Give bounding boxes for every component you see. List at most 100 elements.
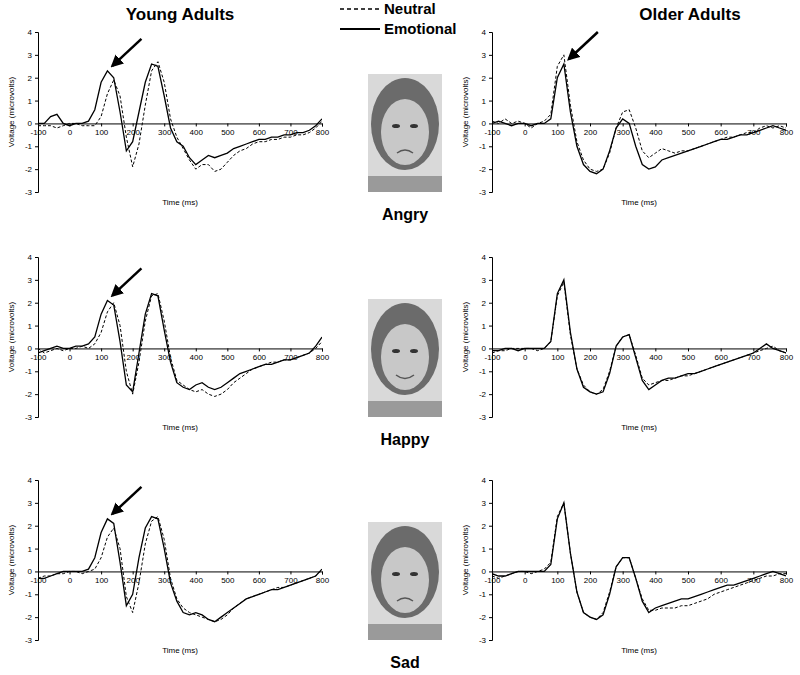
x-tick: 800 xyxy=(316,348,330,362)
tick-label: 100 xyxy=(551,576,565,585)
y-tick: 3 xyxy=(482,276,492,285)
tick-label: 0 xyxy=(523,353,528,362)
face-image xyxy=(368,74,442,192)
tick-label: 100 xyxy=(95,128,109,137)
tick-label: 400 xyxy=(649,128,663,137)
panel: -3-2-101234-1000100200300400500600700800… xyxy=(461,28,794,207)
tick-mark xyxy=(489,526,492,527)
y-axis-title: Voltage (microvolts) xyxy=(461,302,470,373)
tick-label: 1 xyxy=(482,545,487,554)
emotion-label: Sad xyxy=(390,654,419,671)
axis-line xyxy=(39,572,323,575)
tick-mark xyxy=(489,78,492,79)
tick-mark xyxy=(35,348,38,349)
plot-lines xyxy=(492,280,786,394)
tick-label: 600 xyxy=(253,353,267,362)
tick-mark xyxy=(489,169,492,170)
tick-mark xyxy=(35,503,38,504)
tick-mark xyxy=(227,348,228,351)
erp-line xyxy=(38,294,322,392)
y-tick: 3 xyxy=(28,51,38,60)
y-tick: -3 xyxy=(25,413,38,422)
axis-line xyxy=(489,481,493,641)
tick-mark xyxy=(35,640,38,641)
x-tick: 500 xyxy=(221,348,235,362)
tick-label: 300 xyxy=(616,353,630,362)
tick-label: 2 xyxy=(28,74,33,83)
x-axis: -1000100200300400500600700800 xyxy=(30,571,329,585)
tick-mark xyxy=(322,348,323,351)
face-image xyxy=(368,522,442,640)
figure: Young AdultsOlder AdultsAngryHappySad-3-… xyxy=(0,0,800,675)
axis-line xyxy=(489,33,493,193)
tick-mark xyxy=(164,571,165,574)
tick-mark xyxy=(227,123,228,126)
y-axis: -3-2-101234 xyxy=(479,28,493,197)
tick-mark xyxy=(655,348,656,351)
tick-mark xyxy=(489,146,492,147)
tick-label: 4 xyxy=(482,476,487,485)
axis-line xyxy=(39,124,323,127)
erp-line xyxy=(38,64,322,165)
x-tick: 500 xyxy=(682,123,696,137)
tick-label: 2 xyxy=(482,74,487,83)
tick-mark xyxy=(623,123,624,126)
y-tick: 4 xyxy=(28,253,38,262)
x-axis-title: Time (ms) xyxy=(621,198,657,207)
face-background xyxy=(368,522,442,640)
annotation-arrow xyxy=(569,32,598,59)
tick-label: -100 xyxy=(484,353,501,362)
x-tick: 600 xyxy=(253,571,267,585)
tick-mark xyxy=(35,280,38,281)
legend-swatch xyxy=(340,28,380,30)
y-tick: -2 xyxy=(479,165,492,174)
face-eye xyxy=(392,124,400,128)
tick-label: -1 xyxy=(25,367,33,376)
tick-label: 4 xyxy=(28,28,33,37)
y-tick: -2 xyxy=(479,613,492,622)
tick-label: 3 xyxy=(482,499,487,508)
x-axis-title: Time (ms) xyxy=(621,423,657,432)
tick-label: -1 xyxy=(479,142,487,151)
tick-mark xyxy=(590,348,591,351)
tick-label: 800 xyxy=(316,353,330,362)
tick-mark xyxy=(35,480,38,481)
x-tick: 400 xyxy=(190,123,204,137)
tick-label: 0 xyxy=(68,576,73,585)
x-tick: 100 xyxy=(551,348,565,362)
x-tick: 0 xyxy=(523,123,528,137)
tick-mark xyxy=(753,123,754,126)
tick-label: -1 xyxy=(25,142,33,151)
y-tick: -3 xyxy=(479,413,492,422)
face-mouth xyxy=(397,150,413,153)
y-tick: 2 xyxy=(28,74,38,83)
panel: -3-2-101234-1000100200300400500600700800… xyxy=(461,253,794,432)
y-tick: 3 xyxy=(28,499,38,508)
tick-mark xyxy=(35,417,38,418)
x-tick: 600 xyxy=(714,571,728,585)
tick-label: 400 xyxy=(649,353,663,362)
y-tick: 2 xyxy=(28,299,38,308)
tick-label: 3 xyxy=(482,51,487,60)
tick-mark xyxy=(786,571,787,574)
tick-label: 500 xyxy=(682,576,696,585)
y-tick: 3 xyxy=(28,276,38,285)
y-tick: 3 xyxy=(482,51,492,60)
y-tick: -1 xyxy=(479,590,492,599)
tick-mark xyxy=(489,123,492,124)
column-header: Older Adults xyxy=(639,5,740,24)
tick-mark xyxy=(489,549,492,550)
x-tick: 0 xyxy=(523,348,528,362)
tick-label: 2 xyxy=(482,522,487,531)
face-shoulders xyxy=(368,401,442,417)
erp-line xyxy=(38,294,322,397)
tick-mark xyxy=(196,348,197,351)
y-tick: 1 xyxy=(28,322,38,331)
y-tick: 3 xyxy=(482,499,492,508)
erp-line xyxy=(492,64,786,174)
y-tick: 1 xyxy=(28,545,38,554)
tick-mark xyxy=(489,280,492,281)
y-tick: -3 xyxy=(25,636,38,645)
tick-label: 100 xyxy=(95,576,109,585)
tick-label: 100 xyxy=(95,353,109,362)
